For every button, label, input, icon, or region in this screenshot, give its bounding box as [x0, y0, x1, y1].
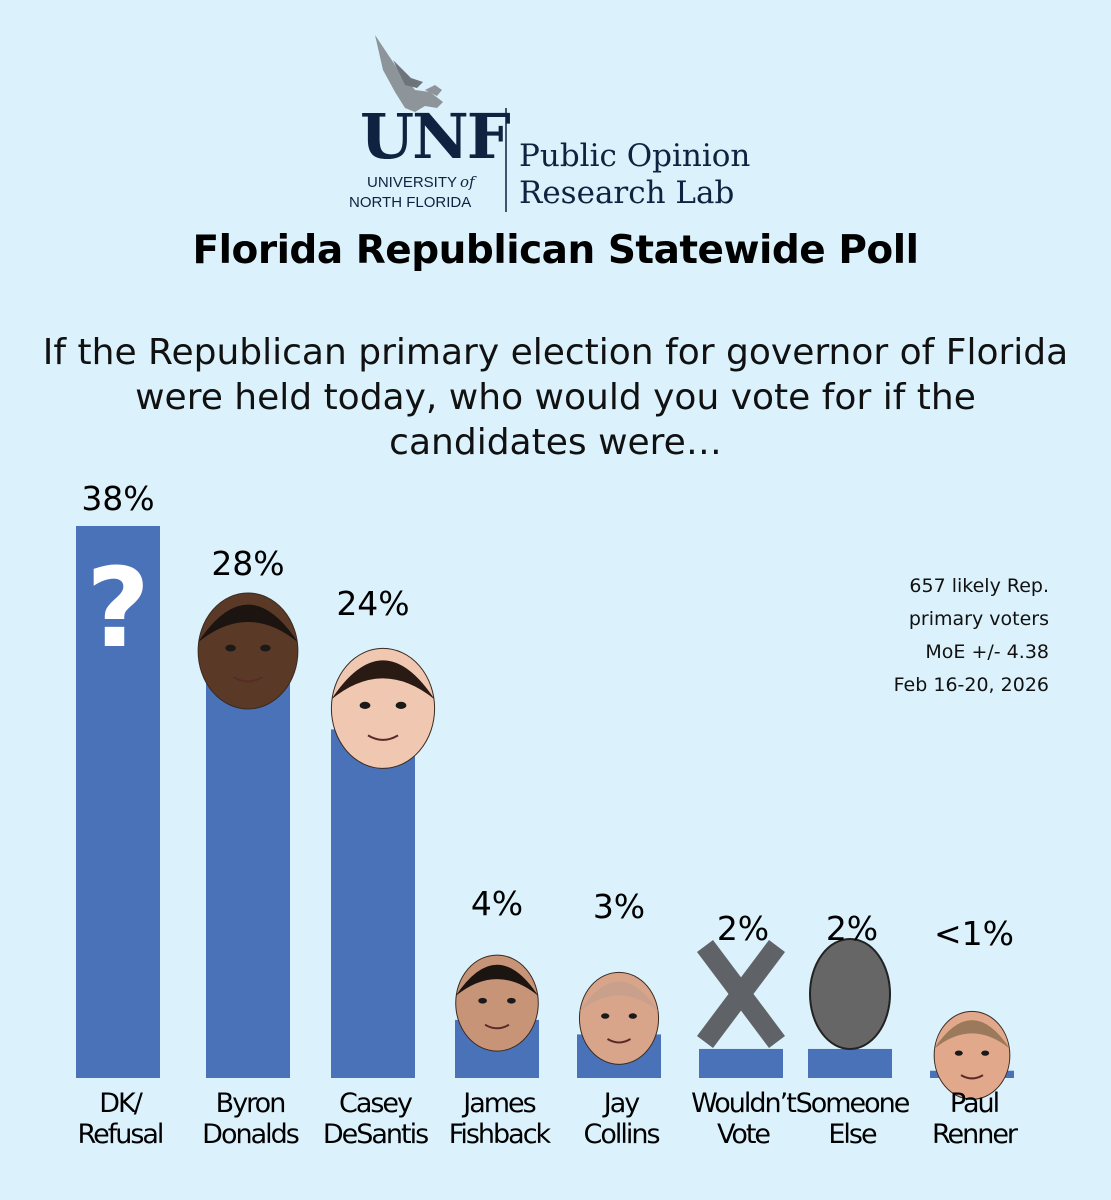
unf-logo: UNF UNIVERSITY of NORTH FLORIDA Public Op…: [349, 35, 750, 212]
category-label-3-line1: Casey: [339, 1088, 413, 1119]
pct-label-1: 38%: [81, 479, 154, 518]
category-label-6-line2: Vote: [717, 1119, 770, 1150]
bar-2: [206, 671, 290, 1078]
pct-label-4: 4%: [471, 884, 523, 923]
bar-1: [76, 526, 160, 1078]
bar-7: [808, 1048, 892, 1078]
category-label-5-line1: Jay: [602, 1088, 641, 1119]
silhouette-head-icon: [809, 937, 891, 1050]
pct-label-7: 2%: [826, 909, 878, 948]
category-label-4-line2: Fishback: [449, 1119, 552, 1150]
bar-6: [699, 1048, 783, 1078]
category-label-6-line1: Wouldn’t: [691, 1088, 796, 1119]
category-label-8-line1: Paul: [950, 1088, 998, 1119]
category-label-5-line2: Collins: [583, 1119, 659, 1150]
svg-text:?: ?: [86, 544, 150, 672]
pct-label-6: 2%: [717, 909, 769, 948]
pct-label-5: 3%: [593, 887, 645, 926]
university-line2: NORTH FLORIDA: [349, 194, 471, 211]
university-line1: UNIVERSITY of: [367, 173, 477, 191]
face-icon: [933, 1010, 1011, 1100]
category-label-2-line2: Donalds: [202, 1119, 299, 1150]
face-icon: [578, 971, 660, 1065]
category-label-3-line2: DeSantis: [323, 1119, 428, 1150]
x-mark-icon: [697, 939, 785, 1048]
category-label-2-line1: Byron: [216, 1088, 285, 1119]
face-icon: [455, 954, 539, 1052]
moe: MoE +/- 4.38: [925, 641, 1049, 663]
category-label-1-line1: DK/: [99, 1088, 143, 1119]
osprey-icon: [375, 35, 443, 112]
face-icon: [197, 592, 299, 710]
dates: Feb 16-20, 2026: [893, 674, 1049, 696]
question-mark-icon: ?: [86, 544, 150, 672]
lab-line2: Research Lab: [519, 175, 734, 211]
category-label-8-line2: Renner: [932, 1119, 1019, 1150]
pct-label-2: 28%: [211, 544, 284, 583]
category-label-4-line1: James: [461, 1088, 535, 1119]
sample-line2: primary voters: [908, 608, 1049, 630]
lab-line1: Public Opinion: [519, 138, 750, 174]
sample-line1: 657 likely Rep.: [909, 575, 1049, 597]
unf-wordmark: UNF: [360, 100, 511, 173]
category-label-7-line2: Else: [828, 1119, 877, 1150]
pct-label-3: 24%: [336, 584, 409, 623]
category-label-1-line2: Refusal: [78, 1119, 163, 1150]
category-label-7-line1: Someone: [796, 1088, 910, 1119]
poll-question: If the Republican primary election for g…: [42, 332, 1069, 463]
methodology-notes: 657 likely Rep. primary voters MoE +/- 4…: [894, 570, 1049, 702]
bar-3: [331, 729, 415, 1078]
page-title: Florida Republican Statewide Poll: [192, 228, 919, 273]
pct-label-8: <1%: [934, 914, 1014, 953]
face-icon: [330, 647, 436, 769]
